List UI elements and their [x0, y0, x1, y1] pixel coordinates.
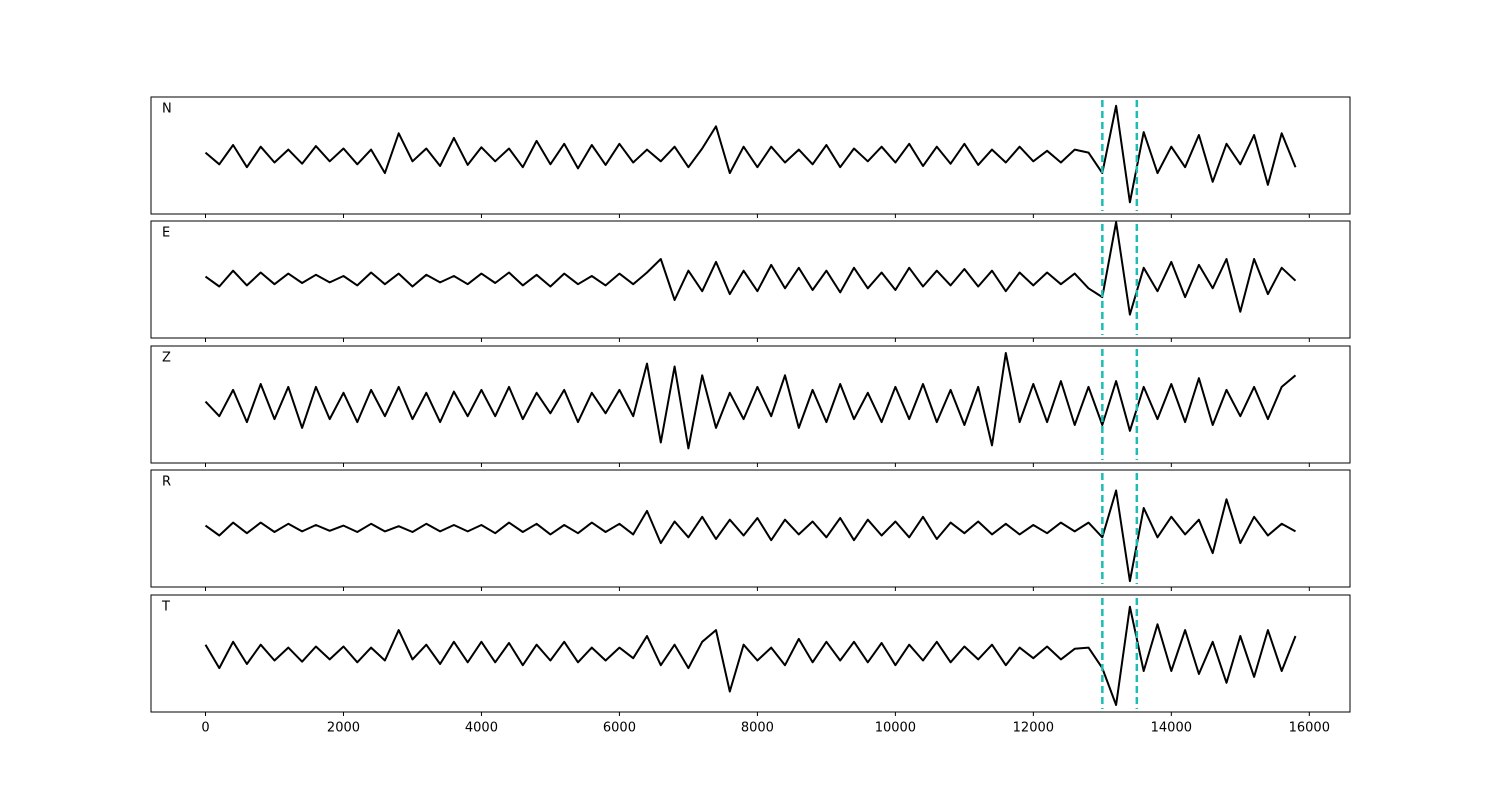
panel-label: Z	[162, 351, 171, 366]
panel-frame	[150, 96, 1351, 215]
x-tick-label: 4000	[465, 721, 498, 736]
trace	[204, 352, 1297, 450]
trace	[204, 489, 1296, 583]
trace	[204, 104, 1297, 204]
panel-frame	[150, 594, 1351, 713]
x-tick-label: 10000	[875, 721, 916, 736]
x-tick-label: 16000	[1289, 721, 1330, 736]
panel-frame	[150, 220, 1351, 339]
x-tick-label: 0	[201, 721, 209, 736]
x-tick-label: 14000	[1151, 721, 1192, 736]
panel-label: R	[162, 475, 171, 490]
panel-frame	[150, 469, 1351, 588]
trace	[204, 605, 1297, 706]
panel-label: E	[162, 226, 170, 241]
x-tick-label: 2000	[327, 721, 360, 736]
x-tick-label: 6000	[603, 721, 636, 736]
panel-frame	[150, 345, 1351, 464]
trace	[204, 221, 1297, 316]
panel-label: N	[162, 102, 172, 117]
panel-label: T	[161, 600, 170, 615]
x-tick-label: 8000	[741, 721, 774, 736]
x-tick-label: 12000	[1013, 721, 1054, 736]
